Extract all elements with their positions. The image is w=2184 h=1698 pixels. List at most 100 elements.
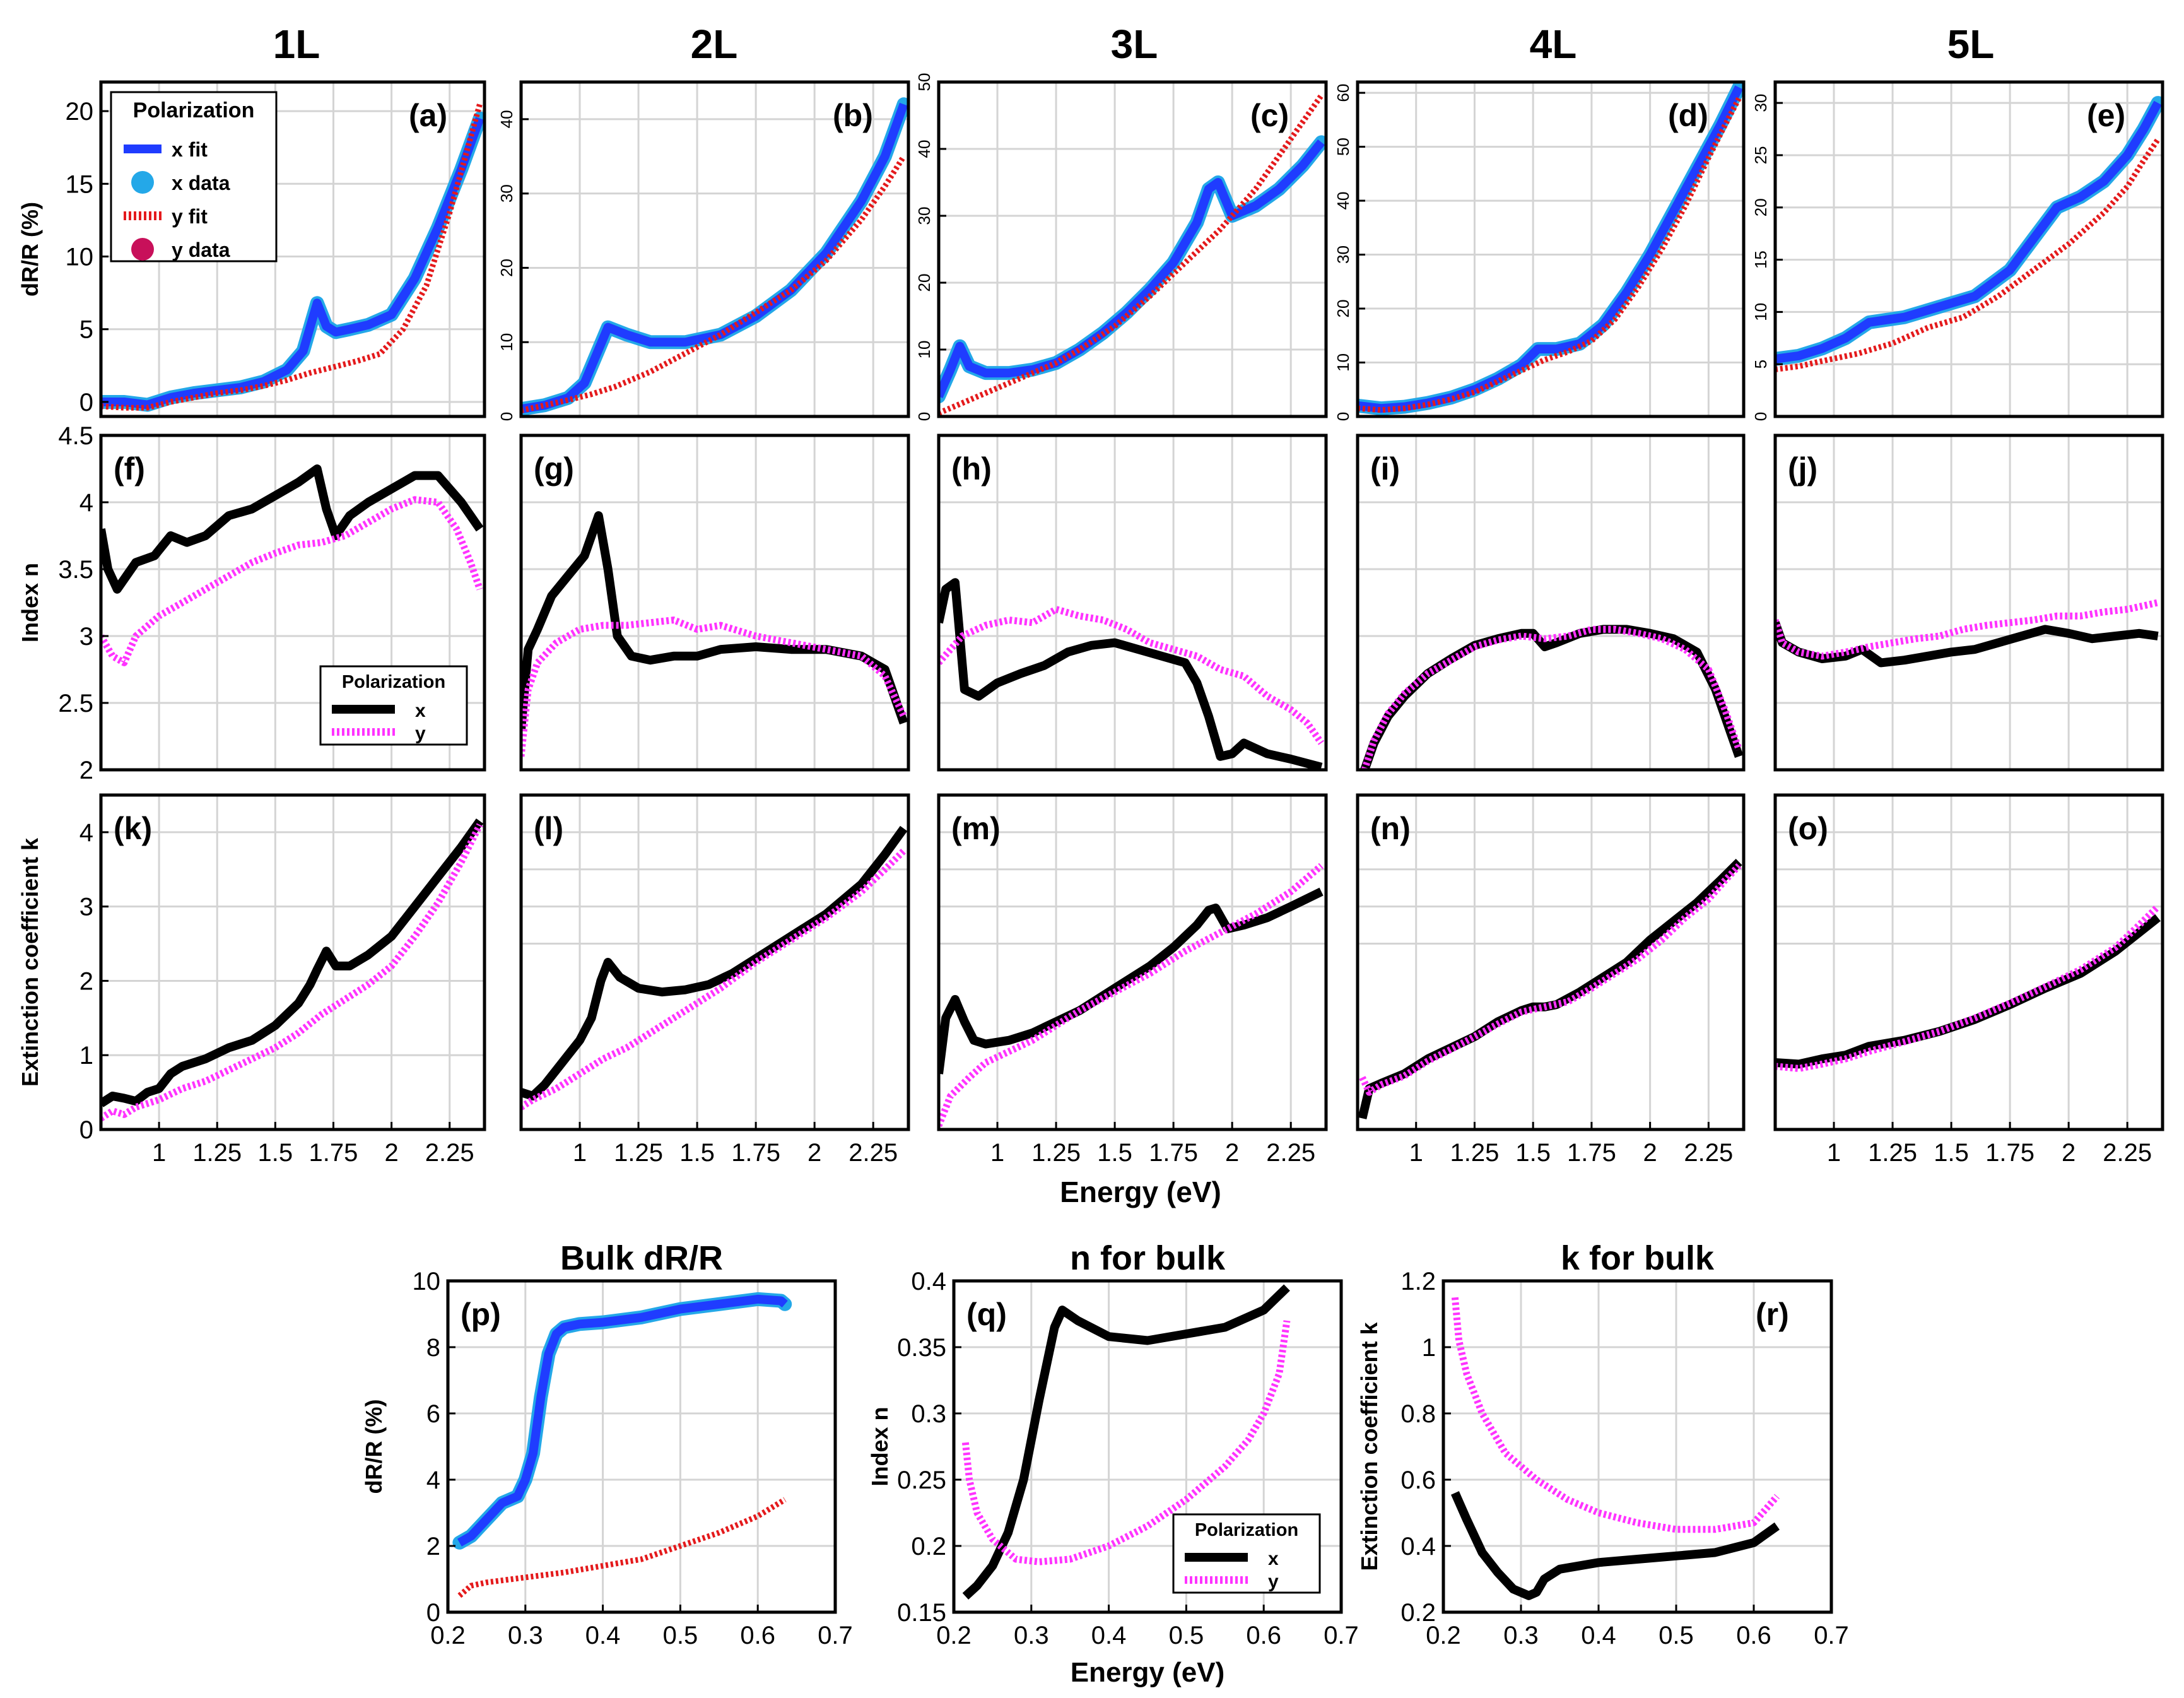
axes-frame bbox=[1773, 433, 2164, 772]
series-group bbox=[1450, 1297, 1780, 1600]
panel-label: (n) bbox=[1370, 811, 1411, 846]
y-tick-label: 25 bbox=[1751, 146, 1770, 164]
legend-entry-label: x fit bbox=[172, 138, 208, 161]
x-tick-label: 0.4 bbox=[1581, 1622, 1616, 1649]
x-tick-label: 1.75 bbox=[731, 1139, 780, 1167]
x-tick-label: 0.2 bbox=[1426, 1622, 1461, 1649]
x-tick-label: 1.25 bbox=[614, 1139, 663, 1167]
panel-i: (i) bbox=[1356, 433, 1746, 772]
legend-entry-label: x bbox=[415, 700, 426, 721]
panel-o: 1 1.25 1.5 1.75 2 2.25 (o) bbox=[1773, 793, 2164, 1167]
x-tick-label: 0.2 bbox=[936, 1622, 972, 1649]
panel-label: (q) bbox=[966, 1297, 1007, 1332]
series-line-y bbox=[521, 616, 907, 757]
y-tick-label: 40 bbox=[497, 110, 516, 128]
panel-label: (a) bbox=[409, 98, 447, 133]
panel-label: (b) bbox=[833, 98, 873, 133]
x-tick-label: 2 bbox=[807, 1139, 821, 1167]
x-tick-label: 0.6 bbox=[1736, 1622, 1771, 1649]
panel-p: 0 2 4 6 8 10 0.2 0.3 0.4 0.5 0.6 0.7 (p) dR/R (%) Bulk… bbox=[361, 1239, 853, 1649]
column-title-5l: 5L bbox=[1947, 21, 1995, 67]
x-tick-label: 2 bbox=[384, 1139, 398, 1167]
y-tick-label: 4.5 bbox=[58, 422, 93, 450]
y-tick-label: 0 bbox=[426, 1599, 440, 1627]
x-tick-label: 1.25 bbox=[1868, 1139, 1917, 1167]
x-tick-label: 0.6 bbox=[1246, 1622, 1281, 1649]
legend-entry-label: y bbox=[1268, 1571, 1279, 1592]
y-axis-label: Extinction coefficient k bbox=[1356, 1321, 1382, 1571]
x-tick-label: 0.7 bbox=[1814, 1622, 1849, 1649]
shared-x-axis-label: Energy (eV) bbox=[1060, 1176, 1221, 1208]
series-group bbox=[101, 818, 484, 1121]
y-tick-label: 2.5 bbox=[58, 690, 93, 717]
legend-entry-label: y bbox=[415, 723, 426, 744]
y-tick-label: 30 bbox=[1334, 245, 1353, 264]
y-tick-label: 4 bbox=[79, 819, 93, 847]
y-tick-label: 6 bbox=[426, 1400, 440, 1428]
series-line-x bbox=[939, 578, 1323, 770]
y-tick-label: 0.35 bbox=[897, 1334, 946, 1362]
series-group bbox=[1358, 82, 1744, 416]
x-tick-label: 1.75 bbox=[1567, 1139, 1616, 1167]
x-tick-label: 2 bbox=[1643, 1139, 1657, 1167]
column-title-3l: 3L bbox=[1111, 21, 1158, 67]
axes-frame bbox=[1356, 433, 1746, 772]
series-group bbox=[1775, 96, 2163, 372]
x-tick-label: 0.3 bbox=[1503, 1622, 1539, 1649]
y-tick-label: 2 bbox=[79, 757, 93, 784]
y-tick-label: 0.4 bbox=[911, 1268, 946, 1295]
x-tick-label: 1 bbox=[152, 1139, 166, 1167]
column-title-2l: 2L bbox=[691, 21, 738, 67]
series-group bbox=[521, 97, 908, 416]
series-line-x bbox=[1450, 1491, 1780, 1600]
y-tick-label: 15 bbox=[1751, 251, 1770, 269]
series-line-y bbox=[961, 1320, 1291, 1565]
axes-frame bbox=[99, 80, 486, 418]
panel-label: (o) bbox=[1788, 811, 1828, 846]
plot-area bbox=[521, 82, 908, 416]
panel-m: 1 1.25 1.5 1.75 2 2.25 (m) bbox=[937, 793, 1328, 1167]
panel-g: (g) bbox=[519, 433, 910, 772]
x-tick-label: 1.25 bbox=[1031, 1139, 1081, 1167]
series-line-x bbox=[521, 825, 908, 1100]
legend-drr: Polarization x fit x data y fit y data bbox=[110, 91, 278, 262]
panel-k: 0 1 2 3 4 1 1.25 1.5 1.75 2 2.25 (k) Extinction coef… bbox=[17, 793, 486, 1167]
series-group bbox=[939, 93, 1326, 416]
y-tick-label: 10 bbox=[497, 333, 516, 351]
y-tick-label: 20 bbox=[497, 259, 516, 277]
y-axis-label: dR/R (%) bbox=[17, 202, 43, 297]
y-tick-label: 50 bbox=[1334, 138, 1353, 156]
x-tick-label: 1 bbox=[990, 1139, 1004, 1167]
x-tick-label: 1.5 bbox=[1934, 1139, 1969, 1167]
series-line-y-fit bbox=[457, 1497, 787, 1598]
y-tick-label: 20 bbox=[66, 98, 94, 126]
y-tick-label: 0.4 bbox=[1400, 1533, 1436, 1560]
plot-area bbox=[1358, 82, 1744, 416]
axes-frame bbox=[1356, 793, 1746, 1131]
series-group bbox=[521, 511, 908, 757]
x-tick-label: 2.25 bbox=[1684, 1139, 1733, 1167]
x-tick-label: 1.5 bbox=[1097, 1139, 1132, 1167]
series-line-y bbox=[1359, 863, 1742, 1096]
y-tick-label: 1.2 bbox=[1400, 1268, 1436, 1295]
panel-label: (g) bbox=[534, 451, 574, 486]
panel-e: 0 5 10 15 20 25 30 (e) bbox=[1751, 80, 2164, 421]
x-tick-label: 1.5 bbox=[258, 1139, 293, 1167]
panel-label: (k) bbox=[114, 811, 152, 846]
panel-label: (m) bbox=[951, 811, 1001, 846]
y-tick-label: 8 bbox=[426, 1334, 440, 1362]
legend-entry-label: y fit bbox=[172, 205, 208, 228]
y-tick-label: 3.5 bbox=[58, 556, 93, 584]
panel-title: k for bulk bbox=[1561, 1239, 1715, 1277]
y-tick-label: 20 bbox=[1334, 300, 1353, 318]
panel-b: 0 10 20 30 40 (b) bbox=[497, 80, 910, 421]
panel-label: (d) bbox=[1668, 98, 1708, 133]
series-group bbox=[1360, 625, 1744, 770]
plot-area bbox=[1775, 435, 2163, 770]
y-tick-label: 0.8 bbox=[1400, 1400, 1436, 1428]
plot-area bbox=[448, 1281, 835, 1612]
axes-frame bbox=[519, 433, 910, 772]
panel-r: 0.2 0.4 0.6 0.8 1 1.2 0.2 0.3 0.4 0.5 0.6 0.7 (r) Ext… bbox=[1356, 1239, 1849, 1649]
x-tick-label: 0.7 bbox=[1324, 1622, 1359, 1649]
